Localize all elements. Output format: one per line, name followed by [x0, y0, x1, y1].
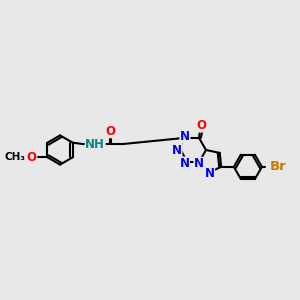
- Text: N: N: [205, 167, 214, 180]
- Text: N: N: [180, 130, 190, 143]
- Text: CH₃: CH₃: [4, 152, 25, 162]
- Text: N: N: [194, 157, 204, 170]
- Text: O: O: [196, 119, 206, 132]
- Text: O: O: [106, 125, 116, 138]
- Text: NH: NH: [85, 138, 105, 151]
- Text: O: O: [27, 151, 37, 164]
- Text: N: N: [172, 143, 182, 157]
- Text: N: N: [179, 157, 189, 170]
- Text: Br: Br: [270, 160, 286, 173]
